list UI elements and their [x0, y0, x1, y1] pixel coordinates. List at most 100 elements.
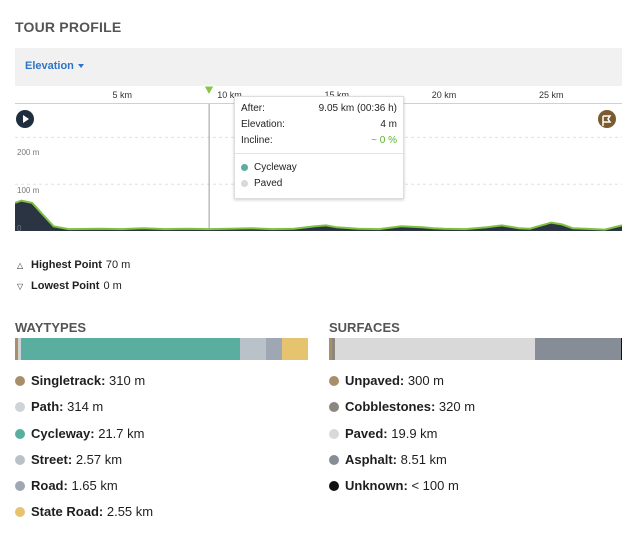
elevation-dropdown-label: Elevation: [25, 60, 74, 72]
play-icon[interactable]: [16, 110, 34, 128]
lowest-point: ▽ Lowest Point 0 m: [17, 280, 122, 292]
legend-label: Asphalt:: [345, 452, 397, 467]
tooltip-elevation-value: 4 m: [380, 119, 397, 130]
bar-segment[interactable]: [21, 338, 240, 360]
singletrack-dot-icon: [15, 376, 25, 386]
legend-item-path: Path: 314 m: [15, 399, 103, 417]
highest-point: △ Highest Point 70 m: [17, 259, 130, 271]
cycleway-dot-icon: [241, 163, 248, 171]
legend-label: Path:: [31, 399, 64, 414]
legend-item-cobblestones: Cobblestones: 320 m: [329, 399, 475, 417]
legend-value: 1.65 km: [71, 478, 118, 493]
bar-segment[interactable]: [332, 338, 336, 360]
legend-item-unknown: Unknown: < 100 m: [329, 478, 459, 496]
tooltip-legend-label: Paved: [254, 178, 283, 189]
legend-item-paved: Paved: 19.9 km: [329, 426, 438, 444]
y-tick-label: 200 m: [17, 148, 40, 157]
triangle-down-icon: ▽: [17, 282, 24, 291]
x-tick-label: 25 km: [538, 90, 564, 100]
elevation-chart-svg: [14, 104, 623, 231]
tooltip-legend-label: Cycleway: [254, 162, 297, 173]
cobblestones-dot-icon: [329, 402, 339, 412]
tour-profile-title: TOUR PROFILE: [15, 19, 122, 35]
x-tick-label: 15 km: [324, 90, 349, 100]
legend-value: 2.57 km: [75, 452, 123, 467]
legend-label: Unpaved:: [345, 373, 405, 388]
legend-value: 320 m: [438, 399, 476, 414]
legend-value: 314 m: [67, 399, 104, 414]
legend-value: 310 m: [109, 373, 146, 388]
x-tick-label: 10 km: [217, 90, 242, 100]
bar-segment[interactable]: [282, 338, 308, 360]
x-tick-label: 5 km: [112, 90, 132, 100]
waytypes-title: WAYTYPES: [15, 320, 87, 335]
legend-item-unpaved: Unpaved: 300 m: [329, 373, 444, 391]
tooltip-after-label: After:: [241, 103, 265, 114]
legend-label: Cycleway:: [31, 426, 95, 441]
surfaces-title: SURFACES: [329, 320, 400, 335]
lowest-point-value: 0 m: [103, 280, 122, 292]
street-dot-icon: [15, 455, 25, 465]
unpaved-dot-icon: [329, 376, 339, 386]
finish-flag-icon[interactable]: [598, 110, 616, 128]
y-tick-label: 0: [17, 224, 22, 233]
triangle-up-icon: △: [17, 261, 24, 270]
x-tick-label: 20 km: [431, 90, 457, 100]
lowest-point-label: Lowest Point: [31, 280, 100, 292]
position-marker-icon[interactable]: [203, 85, 215, 97]
legend-item-cycleway: Cycleway: 21.7 km: [15, 426, 144, 444]
elevation-tooltip: After: 9.05 km (00:36 h) Elevation: 4 m …: [234, 96, 404, 199]
bar-segment[interactable]: [18, 338, 22, 360]
legend-item-asphalt: Asphalt: 8.51 km: [329, 452, 447, 470]
tooltip-incline-label: Incline:: [241, 135, 273, 146]
legend-value: 8.51 km: [400, 452, 447, 467]
elevation-area: [15, 200, 622, 231]
bar-segment[interactable]: [265, 338, 283, 360]
path-dot-icon: [15, 402, 25, 412]
chevron-down-icon: [77, 64, 84, 69]
asphalt-dot-icon: [329, 455, 339, 465]
legend-item-singletrack: Singletrack: 310 m: [15, 373, 145, 391]
cycleway-dot-icon: [15, 429, 25, 439]
tooltip-incline-row: Incline: ~ 0 %: [241, 135, 397, 149]
bar-segment[interactable]: [329, 338, 333, 360]
bar-segment[interactable]: [239, 338, 266, 360]
legend-label: Cobblestones:: [345, 399, 436, 414]
legend-item-state-road: State Road: 2.55 km: [15, 504, 153, 522]
legend-item-road: Road: 1.65 km: [15, 478, 118, 496]
road-dot-icon: [15, 481, 25, 491]
legend-label: Singletrack:: [31, 373, 106, 388]
paved-dot-icon: [241, 179, 248, 187]
paved-dot-icon: [329, 429, 339, 439]
bar-segment[interactable]: [535, 338, 621, 360]
legend-label: Paved:: [345, 426, 388, 441]
tooltip-legend-paved: Paved: [241, 178, 282, 192]
tooltip-incline-value: ~ 0 %: [371, 135, 397, 146]
tooltip-after-value: 9.05 km (00:36 h): [318, 103, 397, 114]
tooltip-legend-cycleway: Cycleway: [241, 162, 297, 176]
state-road-dot-icon: [15, 507, 25, 517]
legend-value: 2.55 km: [106, 504, 154, 519]
elevation-chart[interactable]: 200 m 100 m 0: [14, 104, 623, 238]
highest-point-label: Highest Point: [31, 259, 102, 271]
profile-toolbar: Elevation: [15, 48, 622, 86]
legend-value: 19.9 km: [391, 426, 438, 441]
y-tick-label: 100 m: [17, 186, 40, 195]
legend-value: < 100 m: [411, 478, 459, 493]
legend-value: 300 m: [407, 373, 444, 388]
elevation-dropdown[interactable]: Elevation: [25, 60, 84, 72]
surfaces-bar[interactable]: [329, 338, 622, 360]
highest-point-value: 70 m: [105, 259, 131, 271]
tooltip-elevation-row: Elevation: 4 m: [241, 119, 397, 133]
tooltip-divider: [235, 153, 403, 154]
legend-item-street: Street: 2.57 km: [15, 452, 122, 470]
legend-value: 21.7 km: [98, 426, 145, 441]
bar-segment[interactable]: [620, 338, 622, 360]
waytypes-bar[interactable]: [15, 338, 308, 360]
unknown-dot-icon: [329, 481, 339, 491]
elevation-line: [14, 199, 623, 231]
bar-segment[interactable]: [15, 338, 19, 360]
tooltip-elevation-label: Elevation:: [241, 119, 285, 130]
bar-segment[interactable]: [335, 338, 536, 360]
legend-label: Unknown:: [345, 478, 408, 493]
